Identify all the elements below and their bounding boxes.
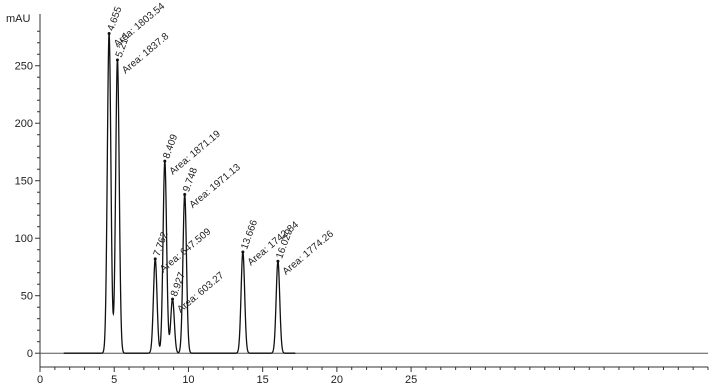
- peak-marker: [163, 159, 167, 163]
- x-tick-label: 15: [257, 374, 269, 386]
- peak-marker: [115, 58, 119, 62]
- y-tick-label: 250: [15, 61, 33, 73]
- peak-retention-label: 8.927: [169, 270, 188, 298]
- chromatogram-trace: [63, 33, 296, 354]
- y-tick-label: 150: [15, 176, 33, 188]
- peak-retention-label: 8.409: [161, 133, 180, 161]
- y-tick-label: 200: [15, 118, 33, 130]
- x-tick-label: 25: [405, 374, 417, 386]
- peak-marker: [153, 257, 157, 261]
- x-tick-label: 0: [37, 374, 43, 386]
- y-tick-label: 0: [27, 348, 33, 360]
- peak-marker: [171, 297, 175, 301]
- x-tick-label: 10: [182, 374, 194, 386]
- peak-retention-label: 13.666: [239, 218, 260, 251]
- trace-group: [40, 33, 708, 354]
- y-tick-label: 100: [15, 233, 33, 245]
- y-tick-label: 50: [21, 291, 33, 303]
- peak-marker: [241, 250, 245, 254]
- peak-retention-label: 5.217: [114, 31, 133, 59]
- x-tick-label: 20: [331, 374, 343, 386]
- peak-marker: [183, 193, 187, 197]
- peak-marker: [107, 32, 111, 36]
- x-tick-label: 5: [111, 374, 117, 386]
- peak-marker: [276, 259, 280, 263]
- peak-retention-label: 9.748: [181, 166, 200, 194]
- peak-retention-label: 7.762: [152, 230, 171, 258]
- peak-retention-label: 4.655: [106, 5, 125, 33]
- y-axis-label: mAU: [6, 13, 31, 25]
